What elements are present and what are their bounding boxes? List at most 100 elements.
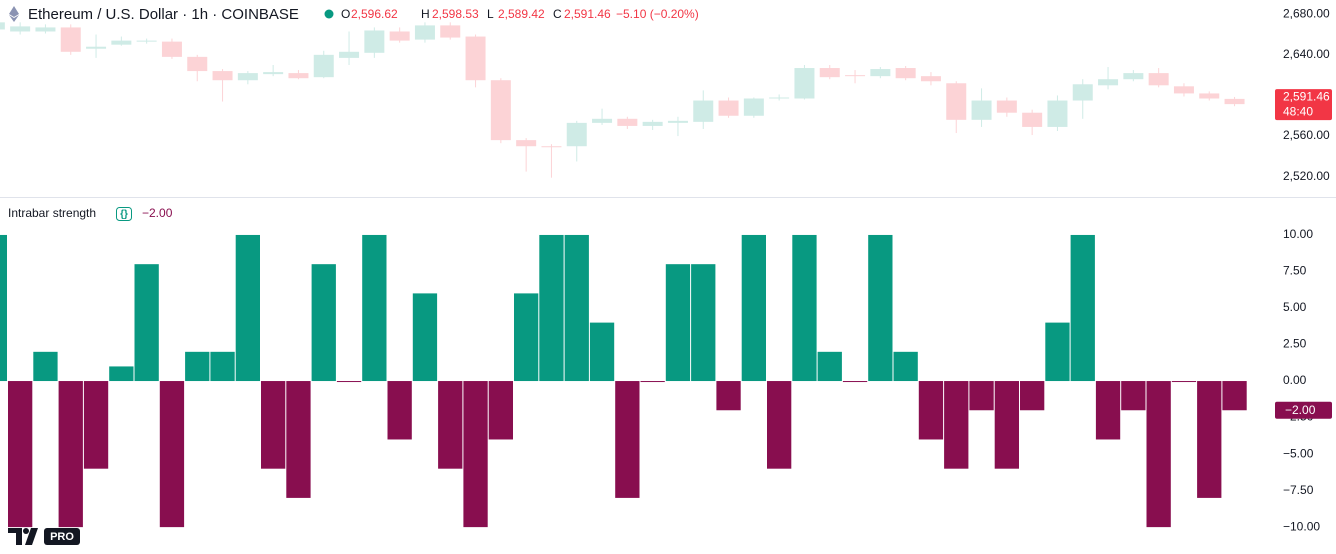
histogram-bar — [261, 381, 286, 469]
histogram-bar — [1020, 381, 1045, 411]
candle-body — [971, 100, 992, 120]
histogram-bar — [33, 351, 58, 382]
histogram-bar — [842, 381, 868, 383]
candle-body — [718, 100, 739, 116]
candle-body — [920, 76, 941, 82]
histogram-bar — [1095, 381, 1121, 440]
candle-body — [1148, 73, 1169, 86]
histogram-bar — [235, 234, 260, 382]
candle-body — [1022, 112, 1043, 127]
price-tag-countdown: 48:40 — [1283, 104, 1313, 118]
ohlc-label: H — [421, 7, 430, 21]
indicator-value: −2.00 — [142, 206, 173, 220]
candle-body — [1199, 93, 1220, 99]
candle-body — [161, 41, 182, 57]
candle-body — [60, 27, 81, 52]
histogram-bar — [640, 381, 665, 383]
histogram-bar — [589, 322, 615, 382]
candle-body — [870, 69, 891, 77]
candle-body — [187, 56, 208, 72]
candle-body — [136, 40, 157, 42]
candle-body — [1047, 100, 1068, 127]
candle-body — [389, 31, 410, 41]
candle-body — [693, 100, 714, 122]
logo-badge — [44, 528, 80, 545]
logo-t — [8, 528, 22, 545]
histogram-bar — [741, 234, 766, 382]
histogram-bar — [387, 381, 412, 440]
candle-body — [263, 72, 284, 75]
histogram-bar — [0, 234, 7, 382]
candle-body — [516, 140, 537, 147]
indicator-title[interactable]: Intrabar strength — [8, 206, 96, 220]
candle-body — [667, 120, 688, 123]
candle-body — [1224, 98, 1245, 105]
histogram-bar — [1146, 381, 1171, 528]
histogram-bar — [691, 264, 716, 382]
y-tick-label: 2,560.00 — [1283, 128, 1330, 142]
logo-badge-text: PRO — [50, 531, 74, 543]
histogram-bar — [1171, 381, 1197, 383]
histogram-bar — [1045, 322, 1070, 382]
candle-body — [541, 146, 562, 148]
histogram-bar — [716, 381, 741, 411]
ohlc-value: 2,596.62 — [351, 7, 398, 21]
y-tick-label: −7.50 — [1283, 483, 1314, 497]
market-status[interactable] — [324, 9, 334, 19]
candle-body — [414, 25, 435, 40]
histogram-bar — [767, 381, 792, 469]
y-tick-label: 10.00 — [1283, 227, 1313, 241]
y-tick-label: 2.50 — [1283, 337, 1307, 351]
candle-body — [996, 100, 1017, 113]
histogram-bar — [868, 234, 893, 382]
histogram-bar — [1222, 381, 1247, 411]
source-code-glyph: {} — [120, 209, 128, 220]
histogram-bar — [58, 381, 83, 528]
histogram-bar — [514, 293, 539, 382]
marks — [0, 22, 1247, 528]
histogram-bar — [665, 264, 691, 382]
histogram-bar — [1070, 234, 1095, 382]
candle-body — [566, 122, 587, 147]
symbol-title[interactable]: Ethereum / U.S. Dollar · 1h · COINBASE — [28, 6, 299, 23]
histogram-bar — [817, 351, 842, 382]
histogram-bar — [615, 381, 640, 498]
histogram-bar — [994, 381, 1019, 469]
histogram-bar — [463, 381, 488, 528]
candle-body — [1072, 84, 1093, 101]
histogram-bar — [336, 381, 362, 383]
logo[interactable]: PRO — [8, 528, 80, 545]
candle-body — [465, 36, 486, 81]
histogram-bar — [185, 351, 210, 382]
logo-v — [25, 528, 38, 545]
ohlc-value: 2,598.53 — [432, 7, 479, 21]
histogram-bar — [159, 381, 185, 528]
histogram-bar — [944, 381, 969, 469]
histogram-bar — [83, 381, 109, 469]
y-tick-label: 5.00 — [1283, 300, 1307, 314]
y-tick-label: 0.00 — [1283, 373, 1307, 387]
candle-body — [35, 27, 56, 32]
histogram-bar — [1121, 381, 1146, 411]
histogram-bar — [362, 234, 387, 382]
histogram-bar — [893, 351, 918, 382]
candle-body — [288, 73, 309, 79]
histogram-bar — [918, 381, 944, 440]
candle-body — [364, 30, 385, 53]
candle-body — [440, 25, 461, 38]
histogram-bar — [8, 381, 33, 528]
logo-dot — [23, 528, 29, 534]
histogram-bar — [210, 351, 235, 382]
candle-body — [86, 46, 107, 49]
candle-body — [946, 83, 967, 120]
y-tick-label: 2,520.00 — [1283, 169, 1330, 183]
histogram-bar — [539, 234, 564, 382]
candle-body — [339, 51, 360, 58]
histogram-bar — [438, 381, 463, 469]
source-code-icon[interactable] — [116, 207, 132, 221]
ohlc-value: 2,589.42 — [498, 7, 545, 21]
candle-body — [794, 68, 815, 99]
candle-body — [769, 97, 790, 99]
